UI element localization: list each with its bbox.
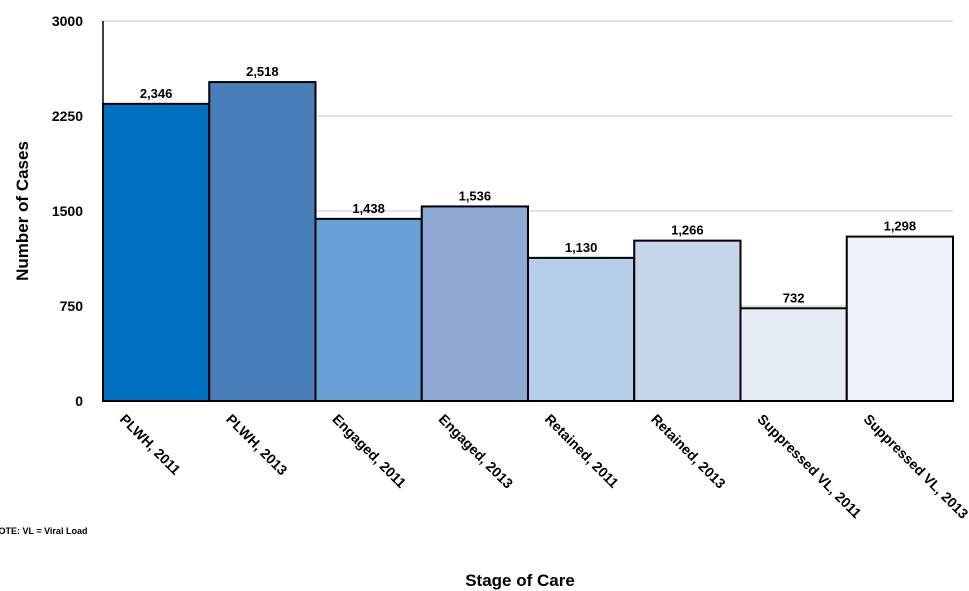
x-tick-label: Engaged, 2013 — [436, 411, 517, 492]
y-tick-label: 3000 — [52, 13, 83, 29]
x-tick-label: Suppressed VL, 2011 — [754, 411, 865, 522]
x-tick-label: PLWH, 2013 — [223, 411, 291, 479]
x-axis-categories: PLWH, 2011 PLWH, 2013 Engaged, 2011 Engaged… — [117, 411, 969, 522]
data-label: 1,130 — [565, 240, 598, 255]
x-tick-label: Suppressed VL, 2013 — [861, 411, 969, 522]
bar — [314, 217, 423, 402]
data-label: 2,518 — [246, 64, 279, 79]
data-label: 732 — [783, 290, 805, 305]
data-labels: 2,346 2,518 1,438 1,536 1,130 1,266 732 1,298 — [140, 64, 916, 305]
x-tick-label: PLWH, 2011 — [117, 411, 184, 478]
y-axis-ticks: 0 750 1500 2250 3000 — [52, 13, 83, 409]
y-tick-label: 750 — [60, 298, 84, 314]
bar — [527, 256, 636, 402]
y-axis-title: Number of Cases — [13, 141, 32, 281]
note-text: NOTE: VL = Viral Load — [0, 526, 87, 536]
bar — [102, 102, 211, 402]
x-tick-label: Retained, 2011 — [542, 411, 622, 491]
bar — [739, 307, 848, 402]
bar — [633, 239, 742, 402]
bars — [102, 81, 954, 402]
data-label: 1,438 — [352, 201, 385, 216]
y-tick-label: 2250 — [52, 108, 83, 124]
y-tick-label: 1500 — [52, 203, 83, 219]
bar — [208, 81, 317, 402]
data-label: 1,536 — [459, 188, 492, 203]
x-tick-label: Retained, 2013 — [648, 411, 729, 492]
x-tick-label: Engaged, 2011 — [329, 411, 409, 491]
data-label: 1,266 — [671, 223, 704, 238]
bar — [845, 235, 954, 402]
data-label: 2,346 — [140, 86, 173, 101]
bar — [420, 205, 529, 402]
y-tick-label: 0 — [75, 393, 83, 409]
data-label: 1,298 — [884, 219, 917, 234]
x-axis-title: Stage of Care — [465, 571, 575, 590]
